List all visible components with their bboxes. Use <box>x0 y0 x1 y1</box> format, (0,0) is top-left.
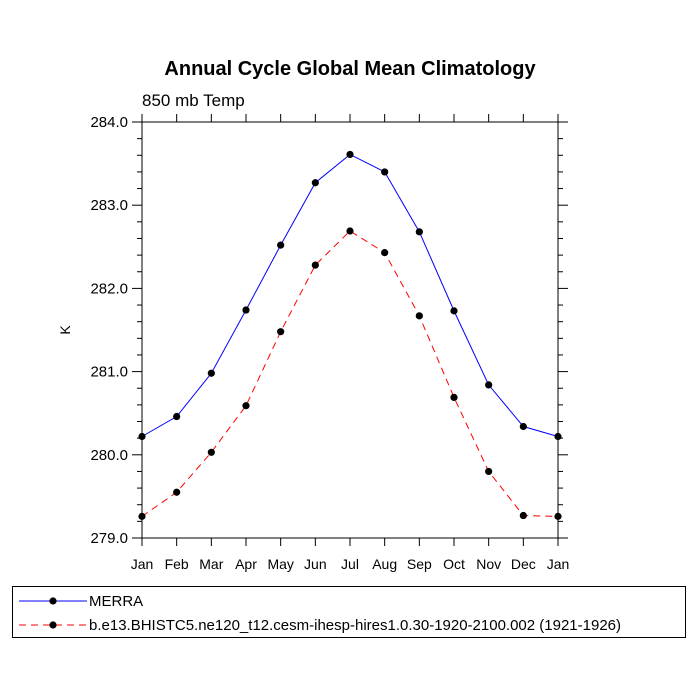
series-0-point <box>485 381 493 389</box>
series-0-point <box>554 432 562 441</box>
series-0-point <box>277 241 285 249</box>
series-0-point <box>138 432 146 441</box>
series-1-point <box>277 328 285 336</box>
series-1-point <box>415 312 423 320</box>
y-tick-label: 280.0 <box>90 447 128 464</box>
axis-ticks: 279.0 280.0 281.0 282.0 283.0 284.0 Jan Feb Mar A… <box>90 114 569 572</box>
series-0-point <box>207 369 215 377</box>
y-tick-label: 284.0 <box>90 114 128 131</box>
series-1-point <box>346 227 354 235</box>
x-tick-label: Dec <box>511 556 536 572</box>
legend-label-model: b.e13.BHISTC5.ne120_t12.cesm-ihesp-hires… <box>89 617 622 634</box>
series-1-point <box>138 512 146 520</box>
x-tick-label: Mar <box>199 556 223 572</box>
series-1-point <box>381 249 389 257</box>
chart-subtitle: 850 mb Temp <box>142 91 245 110</box>
plot-frame <box>141 121 559 539</box>
series-0-point <box>242 306 250 314</box>
series-0-point <box>381 168 389 176</box>
x-tick-label: Feb <box>165 556 189 572</box>
x-tick-label: Nov <box>476 556 501 572</box>
legend-item-merra: MERRA <box>13 589 685 613</box>
x-tick-label: Sep <box>407 556 432 572</box>
series-1-point <box>450 393 458 401</box>
series-line-1 <box>141 230 559 517</box>
x-tick-label: Jun <box>304 556 327 572</box>
series-1-point <box>311 261 319 269</box>
series-0-point <box>346 150 354 159</box>
series-1-point <box>242 402 250 410</box>
legend-swatch-dashed <box>19 621 87 629</box>
series-1-point <box>519 511 527 520</box>
y-tick-label: 279.0 <box>90 530 128 547</box>
x-tick-label: Oct <box>443 556 465 572</box>
x-tick-label: Jul <box>341 556 359 572</box>
legend-label-merra: MERRA <box>89 593 144 610</box>
series-0-point <box>450 307 458 315</box>
legend-swatch-solid <box>19 597 87 605</box>
y-axis-label: K <box>57 325 73 335</box>
x-tick-label: Jan <box>131 556 154 572</box>
series-1-point <box>207 448 215 456</box>
series-0-point <box>519 422 527 431</box>
x-tick-label: Jan <box>547 556 570 572</box>
series-1-point <box>173 488 181 496</box>
series-layer <box>138 150 562 520</box>
x-tick-label: Aug <box>372 556 397 572</box>
series-line-0 <box>141 153 559 437</box>
series-1-point <box>554 512 562 520</box>
series-0-point <box>415 228 423 236</box>
series-0-point <box>173 412 181 421</box>
legend: MERRA b.e13.BHISTC5.ne120_t12.cesm-ihesp… <box>12 586 686 638</box>
legend-item-model: b.e13.BHISTC5.ne120_t12.cesm-ihesp-hires… <box>13 613 685 637</box>
chart-canvas: Annual Cycle Global Mean Climatology 850… <box>57 58 569 572</box>
y-tick-label: 281.0 <box>90 364 128 381</box>
x-tick-label: May <box>267 556 293 572</box>
series-1-point <box>485 467 493 476</box>
chart-title: Annual Cycle Global Mean Climatology <box>164 58 536 80</box>
series-0-point <box>311 179 319 187</box>
x-tick-label: Apr <box>235 556 257 572</box>
y-tick-label: 282.0 <box>90 280 128 297</box>
y-tick-label: 283.0 <box>90 197 128 214</box>
